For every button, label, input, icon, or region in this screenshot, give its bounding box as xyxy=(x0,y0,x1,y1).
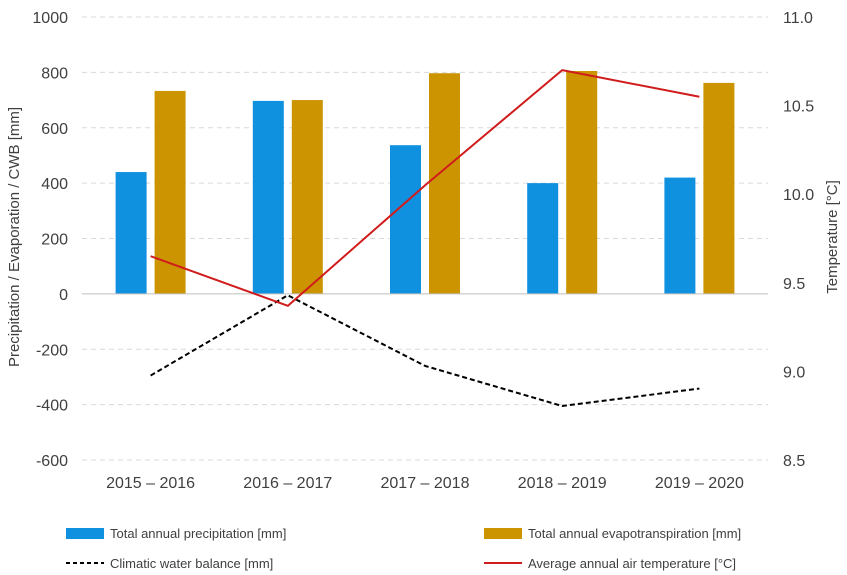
x-tick-label: 2018 – 2019 xyxy=(518,475,607,492)
bar-evapotranspiration-3 xyxy=(566,70,598,294)
bars xyxy=(82,70,768,295)
legend-item-temperature: Average annual air temperature [°C] xyxy=(484,556,736,571)
legend-item-evapotranspiration: Total annual evapotranspiration [mm] xyxy=(484,526,741,541)
bar-precipitation-1 xyxy=(252,100,284,294)
series-line-cwb xyxy=(150,294,700,408)
y-left-axis-title: Precipitation / Evaporation / CWB [mm] xyxy=(6,107,23,367)
y-left-tick-label: -600 xyxy=(36,453,68,470)
bar-precipitation-4 xyxy=(664,177,696,294)
x-tick-label: 2016 – 2017 xyxy=(243,475,332,492)
legend-label-evapotranspiration: Total annual evapotranspiration [mm] xyxy=(528,526,741,541)
x-tick-label: 2017 – 2018 xyxy=(381,475,470,492)
legend-swatch-precipitation xyxy=(66,528,104,539)
y-left-ticks: 1000 800 600 400 200 0 -200 -400 -600 xyxy=(32,10,68,470)
y-left-tick-label: 800 xyxy=(41,65,68,82)
y-right-ticks: 11.0 10.5 10.0 9.5 9.0 8.5 xyxy=(783,10,814,470)
y-right-tick-label: 10.5 xyxy=(783,99,814,116)
y-left-tick-label: -200 xyxy=(36,342,68,359)
y-right-tick-label: 9.0 xyxy=(783,364,805,381)
bar-evapotranspiration-4 xyxy=(703,82,735,294)
legend-label-temperature: Average annual air temperature [°C] xyxy=(528,556,736,571)
x-ticks: 2015 – 2016 2016 – 2017 2017 – 2018 2018 – … xyxy=(106,475,744,492)
y-left-tick-label: 200 xyxy=(41,232,68,249)
bar-precipitation-3 xyxy=(527,183,559,294)
y-right-tick-label: 8.5 xyxy=(783,453,805,470)
legend-item-precipitation: Total annual precipitation [mm] xyxy=(66,526,286,541)
x-tick-label: 2015 – 2016 xyxy=(106,475,195,492)
gridlines xyxy=(82,16,768,461)
legend-label-precipitation: Total annual precipitation [mm] xyxy=(110,526,286,541)
y-left-tick-label: 0 xyxy=(59,287,68,304)
y-left-tick-label: 400 xyxy=(41,176,68,193)
legend-item-cwb: Climatic water balance [mm] xyxy=(66,556,273,571)
bar-evapotranspiration-1 xyxy=(291,100,323,294)
y-left-tick-label: 600 xyxy=(41,121,68,138)
y-left-tick-label: 1000 xyxy=(32,10,68,27)
series-line-temperature xyxy=(150,69,700,307)
bar-evapotranspiration-2 xyxy=(429,73,460,294)
bar-precipitation-2 xyxy=(390,145,421,294)
legend: Total annual precipitation [mm] Total an… xyxy=(66,526,741,571)
y-left-tick-label: -400 xyxy=(36,398,68,415)
x-tick-label: 2019 – 2020 xyxy=(655,475,744,492)
y-right-tick-label: 10.0 xyxy=(783,187,814,204)
y-right-tick-label: 11.0 xyxy=(783,10,813,27)
bar-precipitation-0 xyxy=(115,172,147,294)
legend-swatch-evapotranspiration xyxy=(484,528,522,539)
legend-label-cwb: Climatic water balance [mm] xyxy=(110,556,273,571)
y-right-tick-label: 9.5 xyxy=(783,276,805,293)
lines xyxy=(150,69,700,408)
y-right-axis-title: Temperature [°C] xyxy=(824,180,841,294)
